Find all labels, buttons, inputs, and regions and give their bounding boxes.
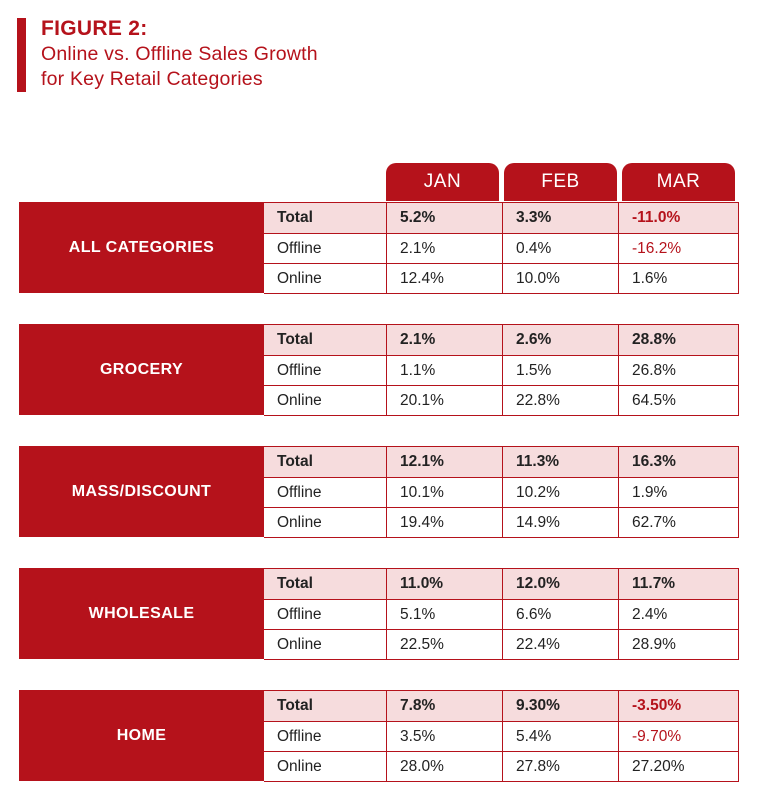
value-cell: 22.8% bbox=[502, 386, 618, 415]
value-cell: 26.8% bbox=[618, 356, 738, 385]
value-cell: 27.8% bbox=[502, 752, 618, 781]
category-section: ALL CATEGORIES Total 5.2% 3.3% -11.0% Offline… bbox=[19, 202, 739, 294]
value-cell: 10.1% bbox=[386, 478, 502, 507]
category-label: ALL CATEGORIES bbox=[19, 202, 264, 293]
value-cell: 11.7% bbox=[618, 569, 738, 599]
value-cell: 12.4% bbox=[386, 264, 502, 293]
table-row: Online 20.1% 22.8% 64.5% bbox=[264, 385, 738, 415]
value-cell: 27.20% bbox=[618, 752, 738, 781]
category-section: MASS/DISCOUNT Total 12.1% 11.3% 16.3% Offline… bbox=[19, 446, 739, 538]
value-cell: 10.0% bbox=[502, 264, 618, 293]
row-label: Total bbox=[277, 453, 313, 470]
figure-subtitle-line2: for Key Retail Categories bbox=[41, 68, 263, 90]
value-cell: 7.8% bbox=[386, 691, 502, 721]
value-cell: 12.0% bbox=[502, 569, 618, 599]
value-cell: 5.4% bbox=[502, 722, 618, 751]
value-cell: 0.4% bbox=[502, 234, 618, 263]
category-section: GROCERY Total 2.1% 2.6% 28.8% Offline 1.1% 1.5%… bbox=[19, 324, 739, 416]
category-label: GROCERY bbox=[19, 324, 264, 415]
row-label: Online bbox=[277, 757, 322, 775]
value-cell: 11.3% bbox=[502, 447, 618, 477]
table-row: Total 7.8% 9.30% -3.50% bbox=[264, 691, 738, 721]
value-cell: 1.6% bbox=[618, 264, 738, 293]
value-cell: 28.8% bbox=[618, 325, 738, 355]
value-cell: 19.4% bbox=[386, 508, 502, 537]
value-cell: 22.5% bbox=[386, 630, 502, 659]
table-row: Offline 2.1% 0.4% -16.2% bbox=[264, 233, 738, 263]
row-label: Online bbox=[277, 513, 322, 531]
category-grid: Total 2.1% 2.6% 28.8% Offline 1.1% 1.5% 26.8% On… bbox=[264, 324, 739, 416]
row-label: Total bbox=[277, 697, 313, 714]
value-cell: -16.2% bbox=[618, 234, 738, 263]
value-cell: 14.9% bbox=[502, 508, 618, 537]
row-label: Total bbox=[277, 575, 313, 592]
value-cell: 3.3% bbox=[502, 203, 618, 233]
value-cell: 2.1% bbox=[386, 325, 502, 355]
table-row: Offline 3.5% 5.4% -9.70% bbox=[264, 721, 738, 751]
category-grid: Total 12.1% 11.3% 16.3% Offline 10.1% 10.2% 1.9… bbox=[264, 446, 739, 538]
category-label: WHOLESALE bbox=[19, 568, 264, 659]
value-cell: 5.1% bbox=[386, 600, 502, 629]
value-cell: 1.1% bbox=[386, 356, 502, 385]
table-row: Total 5.2% 3.3% -11.0% bbox=[264, 203, 738, 233]
table-row: Total 11.0% 12.0% 11.7% bbox=[264, 569, 738, 599]
table-row: Online 28.0% 27.8% 27.20% bbox=[264, 751, 738, 781]
value-cell: 64.5% bbox=[618, 386, 738, 415]
category-grid: Total 7.8% 9.30% -3.50% Offline 3.5% 5.4% -9.70… bbox=[264, 690, 739, 782]
row-label: Total bbox=[277, 209, 313, 226]
value-cell: 22.4% bbox=[502, 630, 618, 659]
table-row: Online 12.4% 10.0% 1.6% bbox=[264, 263, 738, 293]
value-cell: 12.1% bbox=[386, 447, 502, 477]
value-cell: 20.1% bbox=[386, 386, 502, 415]
value-cell: 11.0% bbox=[386, 569, 502, 599]
column-header-jan: JAN bbox=[386, 163, 499, 201]
row-label: Online bbox=[277, 635, 322, 653]
figure-title: FIGURE 2: Online vs. Offline Sales Growt… bbox=[41, 16, 318, 92]
row-label: Offline bbox=[277, 361, 322, 379]
value-cell: 28.0% bbox=[386, 752, 502, 781]
value-cell: 10.2% bbox=[502, 478, 618, 507]
category-section: HOME Total 7.8% 9.30% -3.50% Offline 3.5% 5.4% -… bbox=[19, 690, 739, 782]
row-label: Offline bbox=[277, 239, 322, 257]
table-row: Total 2.1% 2.6% 28.8% bbox=[264, 325, 738, 355]
row-label: Offline bbox=[277, 483, 322, 501]
row-label: Total bbox=[277, 331, 313, 348]
value-cell: 6.6% bbox=[502, 600, 618, 629]
figure-subtitle-line1: Online vs. Offline Sales Growth bbox=[41, 43, 318, 65]
row-label: Online bbox=[277, 391, 322, 409]
category-grid: Total 11.0% 12.0% 11.7% Offline 5.1% 6.6% 2.4% O… bbox=[264, 568, 739, 660]
table-row: Total 12.1% 11.3% 16.3% bbox=[264, 447, 738, 477]
row-label: Offline bbox=[277, 727, 322, 745]
column-header-feb: FEB bbox=[504, 163, 617, 201]
table-row: Online 19.4% 14.9% 62.7% bbox=[264, 507, 738, 537]
value-cell: 16.3% bbox=[618, 447, 738, 477]
column-header-mar: MAR bbox=[622, 163, 735, 201]
value-cell: 28.9% bbox=[618, 630, 738, 659]
title-accent-bar bbox=[17, 18, 26, 92]
month-header-row: JAN FEB MAR bbox=[386, 163, 735, 201]
category-label: MASS/DISCOUNT bbox=[19, 446, 264, 537]
value-cell: 2.1% bbox=[386, 234, 502, 263]
category-section: WHOLESALE Total 11.0% 12.0% 11.7% Offline 5.1%… bbox=[19, 568, 739, 660]
value-cell: -3.50% bbox=[618, 691, 738, 721]
value-cell: 62.7% bbox=[618, 508, 738, 537]
table-row: Offline 5.1% 6.6% 2.4% bbox=[264, 599, 738, 629]
value-cell: 3.5% bbox=[386, 722, 502, 751]
table-row: Offline 10.1% 10.2% 1.9% bbox=[264, 477, 738, 507]
table-row: Online 22.5% 22.4% 28.9% bbox=[264, 629, 738, 659]
value-cell: 1.5% bbox=[502, 356, 618, 385]
table-row: Offline 1.1% 1.5% 26.8% bbox=[264, 355, 738, 385]
value-cell: 2.6% bbox=[502, 325, 618, 355]
value-cell: 1.9% bbox=[618, 478, 738, 507]
value-cell: -9.70% bbox=[618, 722, 738, 751]
value-cell: 5.2% bbox=[386, 203, 502, 233]
value-cell: 9.30% bbox=[502, 691, 618, 721]
figure-label: FIGURE 2: bbox=[41, 17, 148, 40]
value-cell: -11.0% bbox=[618, 203, 738, 233]
value-cell: 2.4% bbox=[618, 600, 738, 629]
row-label: Online bbox=[277, 269, 322, 287]
row-label: Offline bbox=[277, 605, 322, 623]
category-label: HOME bbox=[19, 690, 264, 781]
category-grid: Total 5.2% 3.3% -11.0% Offline 2.1% 0.4% -16.2%… bbox=[264, 202, 739, 294]
